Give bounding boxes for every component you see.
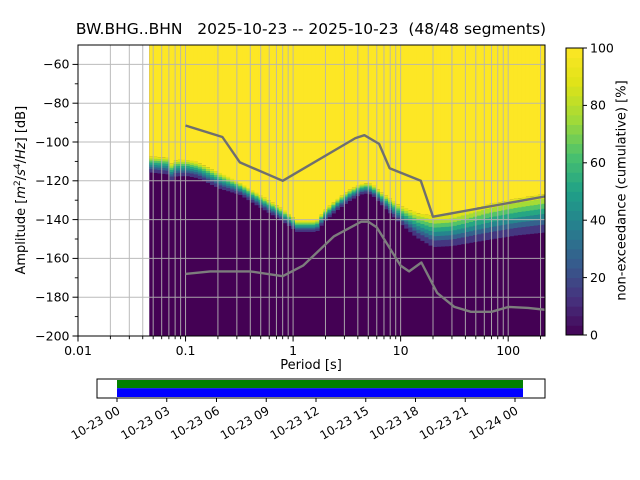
timeline-tick-label: 10-23 00	[69, 403, 123, 442]
svg-text:60: 60	[590, 155, 606, 170]
nhnm-high-noise-model-line	[185, 124, 545, 218]
svg-text:1: 1	[289, 343, 297, 358]
timeline-tick-label: 10-23 12	[268, 403, 322, 442]
timeline-tick-label: 10-23 21	[417, 403, 471, 442]
colorbar-frame	[565, 47, 584, 336]
svg-text:−140: −140	[35, 212, 69, 227]
svg-text:80: 80	[590, 98, 606, 113]
timeline-tick-label: 10-23 06	[168, 403, 222, 442]
y-axis: −60 −80 −100 −120 −140 −160 −180 −200	[35, 57, 78, 343]
svg-text:10: 10	[393, 343, 409, 358]
x-axis-label: Period [s]	[280, 358, 342, 373]
timeline-tick-label: 10-23 03	[119, 403, 173, 442]
grid-lines	[77, 45, 545, 337]
plot-frame	[77, 44, 546, 337]
plot-title: BW.BHG..BHN 2025-10-23 -- 2025-10-23 (48…	[75, 20, 547, 38]
svg-text:−160: −160	[35, 251, 69, 266]
svg-text:100: 100	[496, 343, 520, 358]
noise-model-lines	[185, 124, 545, 313]
x-axis: 0.01 0.1 1 10 100	[64, 336, 541, 358]
timeline-tick-label: 10-23 15	[318, 403, 372, 442]
svg-text:0.01: 0.01	[64, 343, 92, 358]
nlnm-low-noise-model-line	[185, 220, 545, 313]
timeline-tick-label: 10-23 09	[218, 403, 272, 442]
timeline-kept-segments-bar	[117, 380, 523, 389]
svg-text:−100: −100	[35, 134, 69, 149]
svg-text:−120: −120	[35, 173, 69, 188]
svg-text:40: 40	[590, 213, 606, 228]
svg-text:−80: −80	[43, 96, 69, 111]
timeline-tick-label: 10-24 00	[467, 403, 521, 442]
svg-text:−180: −180	[35, 290, 69, 305]
svg-text:20: 20	[590, 270, 606, 285]
colorbar: 0 20 40 60 80 100	[565, 40, 614, 342]
timeline-data-extent-bar	[117, 388, 523, 397]
svg-text:0.1: 0.1	[176, 343, 196, 358]
svg-text:−200: −200	[35, 328, 69, 343]
svg-text:0: 0	[590, 327, 598, 342]
timeline-tick-label: 10-23 18	[367, 403, 421, 442]
ppsd-heatmap	[149, 45, 545, 336]
svg-text:100: 100	[590, 40, 614, 55]
svg-text:−60: −60	[43, 57, 69, 72]
